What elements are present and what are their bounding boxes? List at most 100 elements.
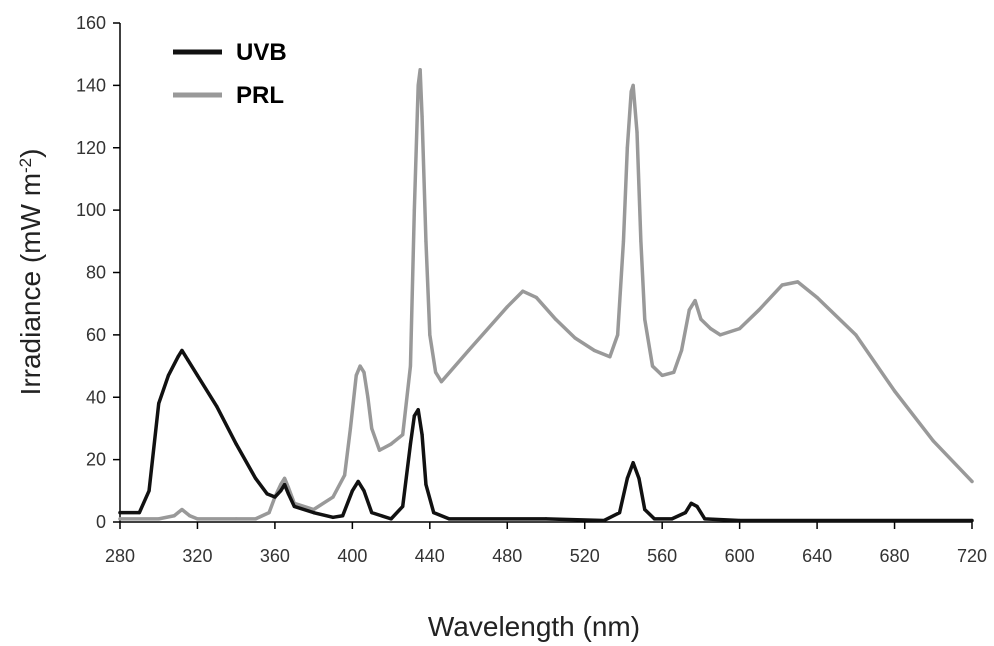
data-point-prl bbox=[616, 333, 620, 337]
data-point-uvb bbox=[279, 489, 283, 493]
data-point-uvb bbox=[412, 414, 416, 418]
data-point-uvb bbox=[544, 517, 548, 521]
data-point-uvb bbox=[166, 373, 171, 378]
data-point-prl bbox=[157, 517, 161, 521]
data-point-prl bbox=[693, 298, 697, 303]
data-point-prl bbox=[780, 283, 784, 287]
data-point-prl bbox=[118, 517, 122, 521]
y-tick-label: 160 bbox=[76, 13, 106, 33]
data-point-uvb bbox=[631, 461, 635, 465]
data-point-prl bbox=[660, 373, 664, 378]
data-point-prl bbox=[312, 507, 316, 512]
data-point-uvb bbox=[432, 511, 436, 515]
data-point-prl bbox=[708, 327, 713, 331]
data-point-uvb bbox=[176, 355, 180, 359]
x-tick-label: 680 bbox=[880, 546, 910, 566]
data-point-uvb bbox=[273, 495, 277, 499]
data-point-prl bbox=[370, 426, 374, 431]
data-point-uvb bbox=[625, 476, 629, 480]
data-point-uvb bbox=[356, 479, 360, 484]
legend-entry-uvb: UVB bbox=[173, 39, 287, 66]
data-point-uvb bbox=[147, 489, 151, 493]
data-point-uvb bbox=[137, 511, 141, 515]
x-axis-ticks: 280 320 360 400 440 480 520 560 600 640 680 720 bbox=[105, 522, 987, 566]
y-axis-title-superscript: -2 bbox=[16, 158, 35, 173]
data-point-prl bbox=[631, 83, 635, 87]
x-tick-label: 320 bbox=[182, 546, 212, 566]
data-point-prl bbox=[970, 479, 974, 484]
data-point-uvb bbox=[253, 476, 258, 480]
data-point-uvb bbox=[265, 492, 269, 496]
x-tick-label: 440 bbox=[415, 546, 445, 566]
data-point-prl bbox=[348, 426, 353, 431]
y-tick-label: 0 bbox=[96, 512, 106, 532]
data-point-prl bbox=[892, 389, 897, 393]
data-point-prl bbox=[534, 295, 538, 300]
data-point-uvb bbox=[195, 373, 200, 378]
y-axis-title-close: ) bbox=[15, 149, 46, 158]
legend: UVB PRL bbox=[173, 39, 287, 109]
plot-area: 0 20 40 60 80 100 120 140 160 280 320 360 400 440 480… bbox=[76, 13, 987, 566]
data-point-prl bbox=[362, 370, 366, 374]
data-point-prl bbox=[267, 511, 271, 515]
data-point-prl bbox=[687, 308, 691, 312]
data-point-prl bbox=[854, 333, 858, 337]
data-point-prl bbox=[521, 289, 525, 293]
data-point-prl bbox=[188, 514, 192, 518]
data-point-uvb bbox=[312, 511, 316, 515]
y-axis-ticks: 0 20 40 60 80 100 120 140 160 bbox=[76, 13, 120, 532]
data-point-prl bbox=[699, 317, 703, 321]
data-point-uvb bbox=[370, 511, 374, 515]
data-point-prl bbox=[331, 495, 335, 499]
x-tick-label: 560 bbox=[647, 546, 677, 566]
x-tick-label: 520 bbox=[570, 546, 600, 566]
data-point-prl bbox=[172, 514, 176, 518]
y-tick-label: 20 bbox=[86, 450, 106, 470]
data-point-uvb bbox=[683, 511, 688, 515]
data-point-prl bbox=[672, 370, 676, 374]
data-point-uvb bbox=[292, 504, 296, 509]
y-axis-title-base: Irradiance (mW m bbox=[15, 173, 46, 395]
data-point-prl bbox=[629, 90, 633, 94]
data-point-prl bbox=[466, 348, 471, 353]
data-point-uvb bbox=[118, 511, 122, 515]
data-point-prl bbox=[343, 473, 347, 477]
x-axis-title: Wavelength (nm) bbox=[428, 611, 640, 642]
data-point-uvb bbox=[602, 518, 606, 523]
data-point-uvb bbox=[401, 504, 405, 509]
data-point-uvb bbox=[215, 405, 219, 409]
data-point-uvb bbox=[447, 517, 451, 521]
data-point-uvb bbox=[424, 482, 428, 487]
data-point-prl bbox=[796, 280, 800, 284]
data-point-uvb bbox=[234, 442, 238, 446]
data-point-prl bbox=[635, 130, 639, 134]
data-point-prl bbox=[195, 517, 200, 521]
data-point-prl bbox=[416, 83, 420, 87]
data-point-uvb bbox=[350, 489, 354, 493]
data-point-prl bbox=[420, 114, 424, 119]
x-tick-label: 480 bbox=[492, 546, 522, 566]
data-point-prl bbox=[418, 68, 422, 72]
data-point-prl bbox=[621, 239, 626, 243]
data-point-prl bbox=[428, 333, 432, 337]
data-point-uvb bbox=[286, 492, 291, 496]
data-point-uvb bbox=[157, 401, 161, 406]
data-point-prl bbox=[554, 317, 558, 321]
data-point-uvb bbox=[637, 476, 641, 480]
data-point-prl bbox=[505, 305, 509, 309]
data-point-prl bbox=[931, 439, 935, 443]
y-axis-title: Irradiance (mW m-2) bbox=[15, 149, 46, 396]
data-point-prl bbox=[608, 355, 612, 359]
data-point-uvb bbox=[180, 348, 184, 353]
y-tick-label: 60 bbox=[86, 325, 106, 345]
data-point-prl bbox=[180, 507, 184, 512]
data-point-uvb bbox=[389, 517, 393, 521]
data-point-prl bbox=[401, 433, 405, 437]
data-point-prl bbox=[718, 333, 722, 337]
x-tick-label: 280 bbox=[105, 546, 135, 566]
data-point-prl bbox=[377, 448, 382, 452]
data-point-uvb bbox=[652, 517, 657, 521]
data-point-prl bbox=[639, 239, 643, 243]
x-tick-label: 360 bbox=[260, 546, 290, 566]
